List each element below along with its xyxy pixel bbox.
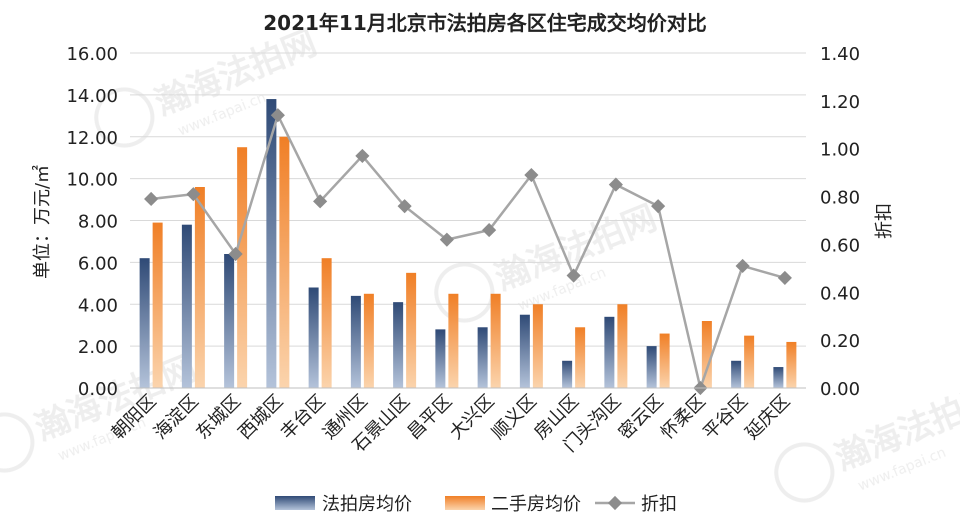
resale-price-bar [363, 293, 374, 388]
resale-price-bar [744, 335, 755, 388]
y2-axis-label: 折扣 [874, 203, 895, 239]
auction-price-bar [266, 99, 277, 388]
resale-price-bar [237, 147, 248, 388]
discount-point [735, 258, 750, 274]
y2-tick-label: 0.00 [820, 379, 860, 400]
auction-price-bar [350, 295, 361, 388]
auction-price-bar [393, 302, 404, 388]
y-tick-label: 6.00 [78, 253, 118, 274]
auction-price-bar [224, 254, 235, 388]
auction-price-bar [435, 329, 446, 388]
legend-label-auction: 法拍房均价 [322, 494, 412, 515]
auction-price-bar [773, 367, 784, 388]
x-tick-label: 西城区 [234, 391, 287, 444]
discount-line [144, 108, 792, 396]
watermark-seal-icon [0, 412, 35, 473]
auction-price-bar [519, 314, 530, 388]
legend: 法拍房均价 二手房均价 折扣 [275, 494, 677, 515]
discount-point [228, 246, 243, 262]
legend-label-resale: 二手房均价 [491, 494, 581, 515]
y-tick-label: 16.00 [66, 44, 118, 65]
resale-price-bar [194, 187, 205, 388]
x-tick-label: 丰台区 [277, 391, 330, 444]
auction-price-bar [308, 287, 319, 388]
auction-price-bar [646, 346, 657, 388]
resale-price-bar [406, 272, 417, 388]
watermark-seal-icon [434, 262, 495, 323]
discount-point [355, 148, 370, 163]
discount-point [566, 268, 581, 283]
auction-price-bar [477, 327, 488, 388]
x-tick-label: 东城区 [192, 391, 245, 444]
y-tick-label: 2.00 [78, 337, 118, 358]
y-tick-label: 0.00 [78, 379, 118, 400]
discount-point [270, 108, 285, 123]
chart-title: 2021年11月北京市法拍房各区住宅成交均价对比 [263, 11, 707, 35]
discount-point [608, 177, 623, 192]
discount-point [524, 167, 539, 183]
legend-label-discount: 折扣 [641, 494, 677, 515]
resale-price-bar [575, 327, 586, 388]
legend-swatch-resale [445, 496, 485, 510]
discount-point [777, 270, 792, 285]
y2-tick-label: 0.20 [820, 331, 860, 352]
resale-price-bar [448, 293, 459, 388]
y2-tick-label: 1.20 [820, 92, 860, 113]
legend-swatch-auction [275, 496, 315, 510]
y2-tick-label: 1.00 [820, 140, 860, 161]
resale-price-bar [321, 258, 332, 388]
resale-price-bar [617, 304, 628, 388]
y-axis-label: 单位：万元/㎡ [31, 165, 53, 279]
discount-line-path [150, 111, 786, 393]
resale-price-bar [701, 321, 712, 388]
auction-price-bar [562, 360, 573, 388]
y-tick-label: 4.00 [78, 295, 118, 316]
discount-point [186, 187, 201, 202]
x-tick-label: 平谷区 [699, 391, 752, 444]
discount-point [397, 199, 412, 214]
resale-price-bar [786, 341, 797, 388]
auction-price-bar [181, 224, 192, 388]
discount-point [439, 232, 454, 247]
discount-point [482, 223, 497, 238]
discount-point [313, 194, 328, 209]
resale-price-bar [490, 293, 501, 388]
y-tick-label: 14.00 [66, 86, 118, 107]
y2-tick-label: 0.60 [820, 235, 860, 256]
watermark-seal-icon [94, 87, 155, 148]
resale-price-bar [152, 222, 163, 388]
auction-price-bar [139, 258, 150, 388]
x-tick-label: 延庆区 [741, 391, 794, 444]
resale-price-bar [659, 333, 670, 388]
x-tick-label: 密云区 [615, 391, 668, 444]
y2-tick-label: 0.40 [820, 283, 860, 304]
x-tick-label: 大兴区 [446, 391, 499, 444]
y-tick-label: 8.00 [78, 212, 118, 233]
auction-price-bar [731, 360, 742, 388]
x-tick-label: 怀柔区 [657, 391, 710, 444]
discount-point [651, 199, 666, 214]
resale-price-bar [532, 304, 543, 388]
auction-price-bar [604, 316, 615, 388]
resale-price-bar [279, 136, 290, 388]
bars [139, 99, 797, 388]
y-tick-label: 12.00 [66, 128, 118, 149]
y-tick-label: 10.00 [66, 170, 118, 191]
y2-tick-label: 1.40 [820, 44, 860, 65]
legend-marker-discount [607, 495, 623, 511]
x-tick-label: 顺义区 [488, 391, 541, 444]
y2-tick-label: 0.80 [820, 188, 860, 209]
watermark-seal-icon [774, 442, 835, 503]
discount-point [144, 191, 159, 207]
x-tick-label: 昌平区 [403, 391, 456, 444]
